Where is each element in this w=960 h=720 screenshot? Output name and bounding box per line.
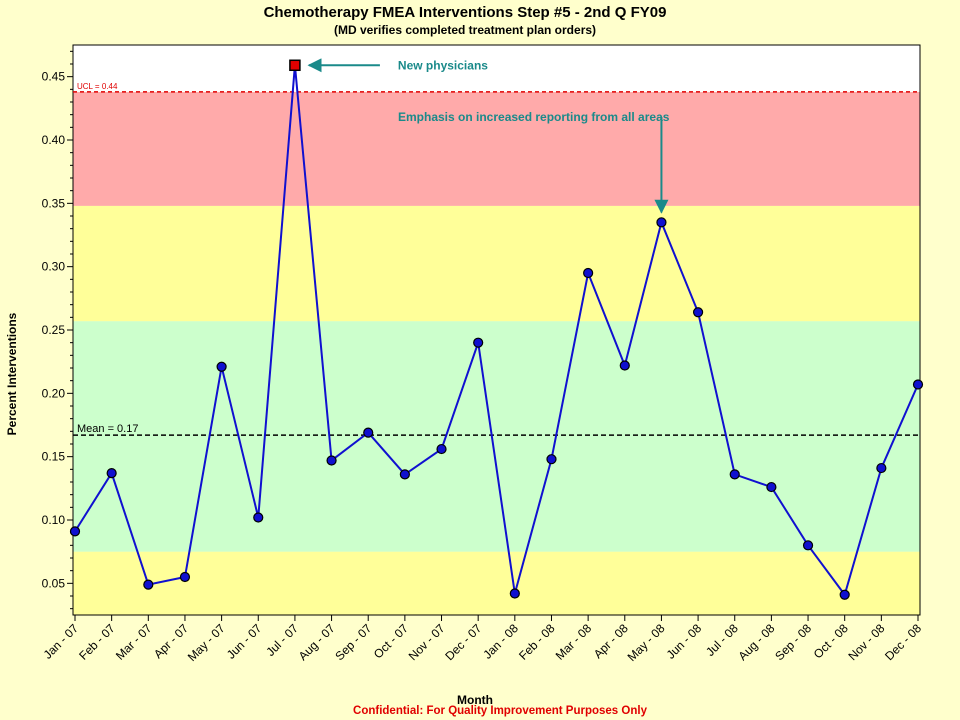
x-tick-label: Jun - 07 — [224, 621, 265, 662]
zone-band-2 — [73, 205, 920, 322]
x-tick-label: Aug - 08 — [736, 621, 778, 663]
highlighted-data-point — [289, 59, 301, 72]
y-tick-label: 0.30 — [42, 260, 66, 274]
x-tick-label: Feb - 08 — [516, 621, 558, 663]
y-tick-label: 0.25 — [42, 323, 66, 337]
data-point — [839, 589, 850, 600]
data-point — [106, 468, 117, 479]
x-tick-label: Dec - 08 — [882, 621, 924, 663]
data-point — [436, 443, 447, 455]
x-tick-label: Jun - 08 — [664, 621, 705, 662]
y-axis-title: Percent Interventions — [5, 312, 19, 435]
x-tick-label: Oct - 08 — [811, 621, 851, 661]
y-tick-label: 0.35 — [42, 196, 66, 210]
data-point — [253, 512, 264, 523]
data-point — [509, 588, 520, 599]
x-tick-label: Mar - 07 — [113, 621, 155, 663]
zone-band-3 — [73, 91, 920, 206]
data-point — [912, 379, 924, 390]
series-line — [74, 65, 919, 597]
data-point — [802, 540, 814, 551]
data-point — [692, 307, 704, 318]
x-tick-label: Mar - 08 — [553, 621, 595, 663]
x-tick-label: Nov - 07 — [406, 621, 448, 663]
data-point — [766, 481, 777, 493]
ucl-label: UCL = 0.44 — [77, 82, 118, 91]
x-tick-label: May - 08 — [625, 621, 668, 664]
data-point — [179, 571, 191, 583]
y-tick-label: 0.15 — [42, 450, 66, 464]
annotation-emphasis: Emphasis on increased reporting from all… — [398, 110, 670, 124]
data-point — [876, 462, 887, 474]
x-tick-label: Nov - 08 — [845, 621, 887, 663]
x-axis-title: Month — [457, 693, 493, 707]
data-point — [363, 427, 374, 438]
zone-band-4 — [73, 45, 920, 92]
data-point — [326, 455, 337, 466]
chart-subtitle: (MD verifies completed treatment plan or… — [333, 23, 597, 37]
x-tick-label: Jan - 08 — [480, 621, 521, 662]
x-tick-label: May - 07 — [185, 621, 228, 664]
confidential-footer: Confidential: For Quality Improvement Pu… — [353, 705, 647, 717]
x-tick-label: Feb - 07 — [76, 621, 118, 663]
x-tick-label: Aug - 07 — [296, 621, 338, 663]
data-point — [473, 337, 484, 348]
y-tick-label: 0.45 — [42, 70, 66, 84]
data-point — [656, 217, 667, 228]
mean-label: Mean = 0.17 — [77, 423, 138, 435]
annotation-new-physicians: New physicians — [398, 58, 488, 72]
data-point — [69, 526, 81, 537]
data-point — [729, 469, 740, 480]
y-tick-label: 0.05 — [42, 576, 66, 590]
zone-band-1 — [73, 321, 920, 552]
x-tick-label: Dec - 07 — [442, 621, 484, 663]
y-tick-label: 0.10 — [42, 513, 66, 527]
x-tick-label: Sep - 07 — [332, 621, 374, 663]
data-point — [619, 360, 630, 371]
y-tick-label: 0.20 — [42, 386, 66, 400]
x-tick-label: Sep - 08 — [772, 621, 814, 663]
data-point — [143, 579, 154, 590]
x-tick-label: Oct - 07 — [371, 621, 411, 661]
data-point — [216, 361, 227, 372]
data-point — [583, 267, 594, 279]
x-tick-label: Jan - 07 — [41, 621, 82, 662]
data-point — [399, 469, 410, 480]
data-point — [546, 454, 557, 465]
zone-band-0 — [73, 551, 920, 615]
y-tick-label: 0.40 — [42, 133, 66, 147]
chart-title: Chemotherapy FMEA Interventions Step #5 … — [263, 4, 667, 21]
